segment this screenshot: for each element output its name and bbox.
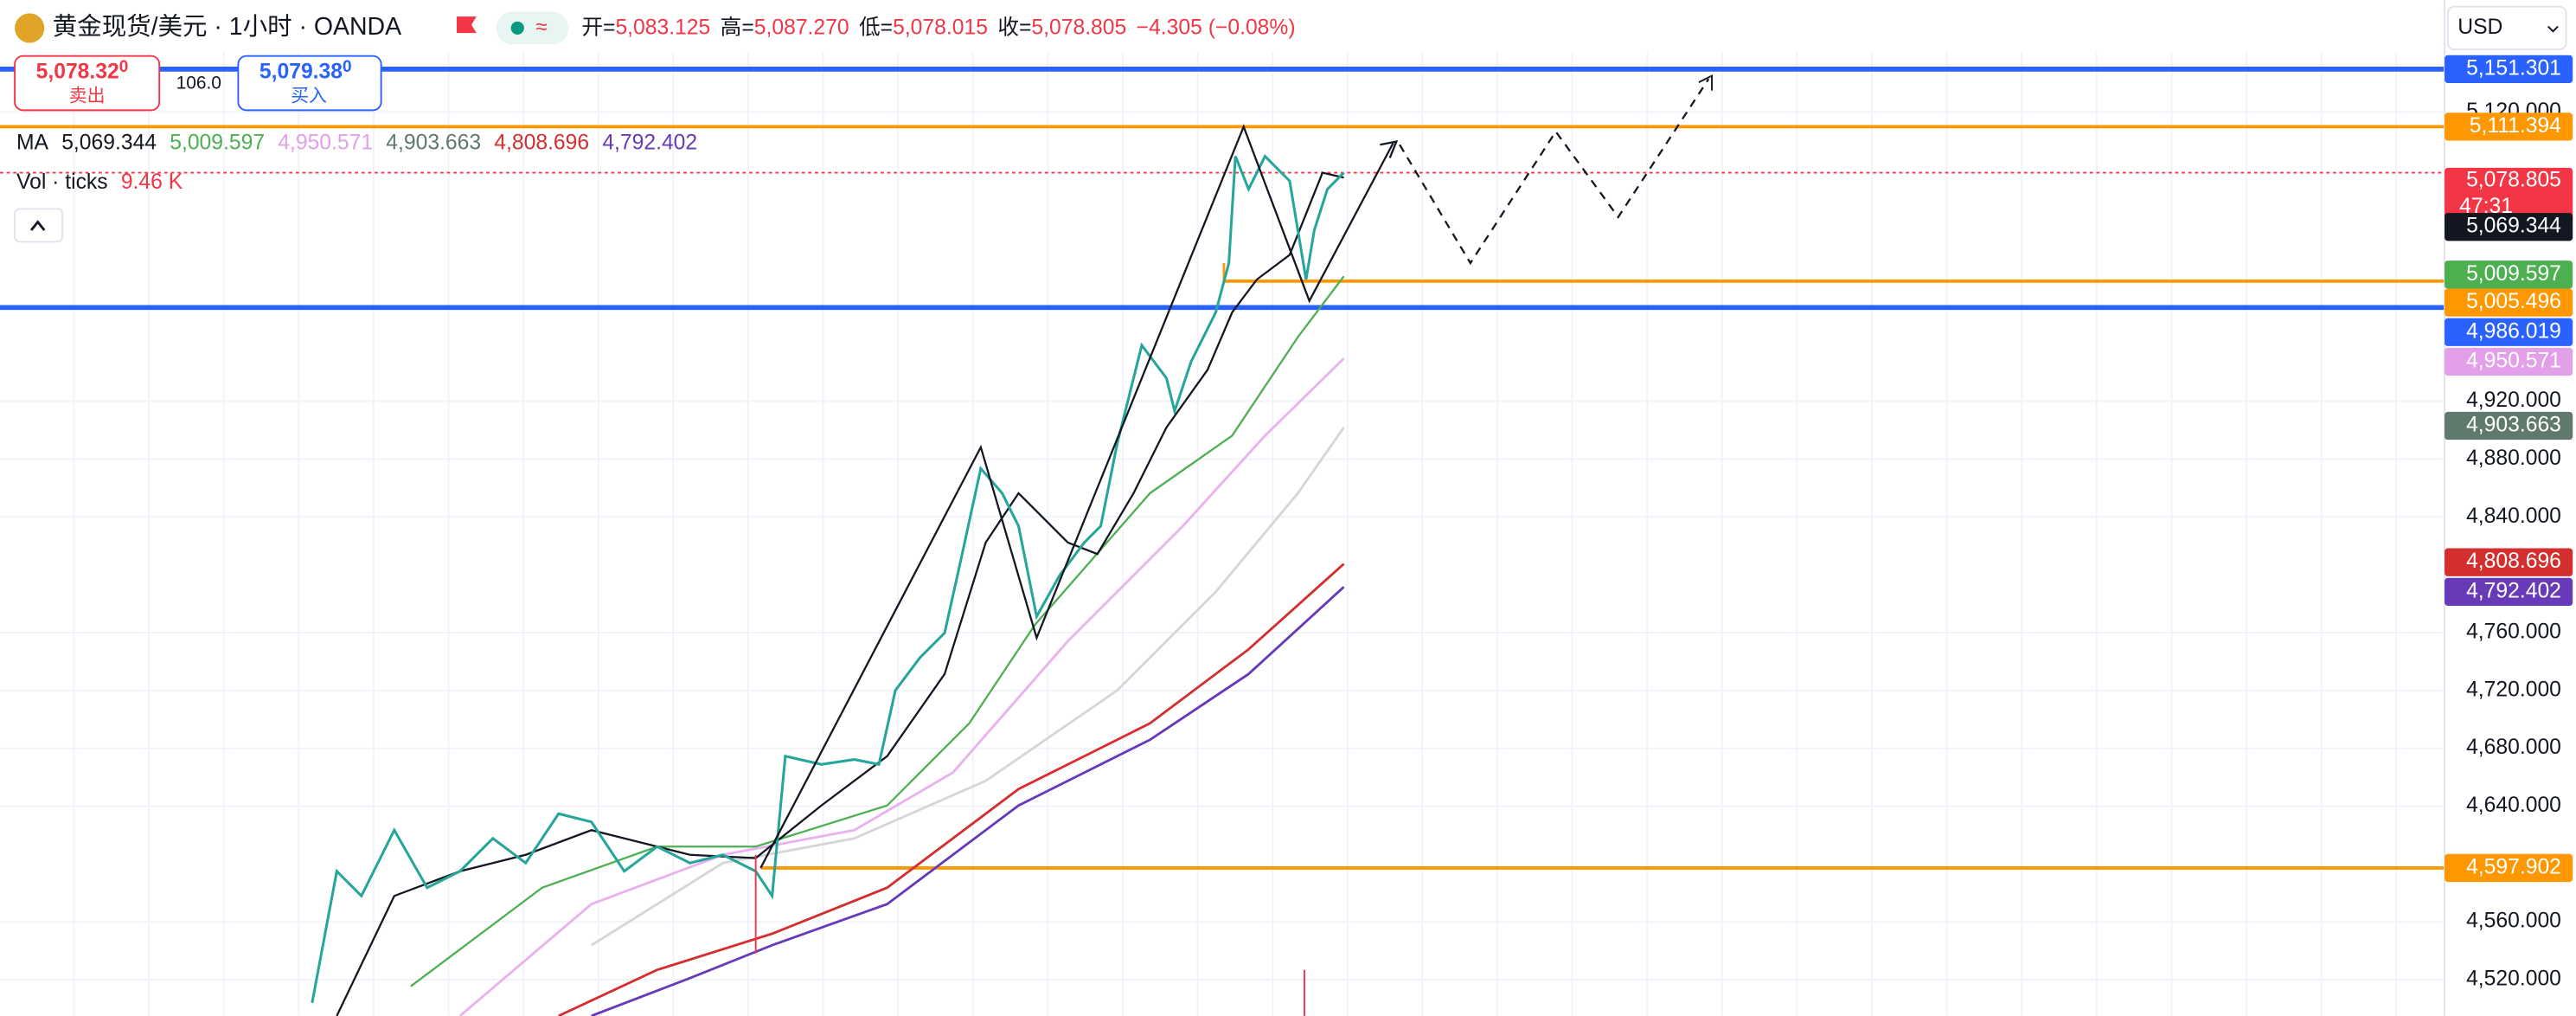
price-label: 4,760.000	[2466, 620, 2561, 643]
price-tag-text: 4,792.402	[2466, 579, 2561, 602]
ma-value: 5,009.597	[170, 131, 265, 154]
ma-line	[336, 171, 1344, 1016]
price-line	[311, 153, 1345, 1003]
ohlc-label: 高=	[721, 15, 754, 39]
ohlc: 开=5,083.125 高=5,087.270 低=5,078.015 收=5,078…	[581, 15, 1295, 39]
ma-value: 5,069.344	[61, 131, 157, 154]
arrow-head	[1380, 139, 1399, 158]
status-pill[interactable]	[496, 11, 569, 45]
ma-value: 4,808.696	[494, 131, 589, 154]
price-tag-text: 5,078.805	[2466, 169, 2561, 192]
dropdown-icon	[2547, 25, 2559, 33]
ohlc-label: 开=	[581, 16, 615, 39]
ohlc-label: 低=	[859, 15, 893, 39]
buy-sup: 0	[343, 58, 352, 76]
currency-select[interactable]	[2446, 5, 2567, 51]
ma-value: 4,950.571	[278, 131, 373, 154]
currency: USD	[2457, 16, 2502, 39]
buy-button[interactable]	[237, 55, 382, 112]
price-tag	[2445, 853, 2573, 883]
delay-icon: ≈	[535, 16, 548, 39]
ma-value: 4,903.663	[386, 131, 481, 154]
price-tag-text: 4,986.019	[2466, 319, 2561, 343]
ma-label: MA	[16, 131, 49, 154]
price-tag-text: 5,009.597	[2466, 262, 2561, 286]
volume-label: Vol · ticks 9.46 K	[16, 170, 183, 193]
symbol[interactable]: 黄金现货/美元 · 1小时 · OANDA	[53, 13, 401, 41]
ohlc-value: 5,083.125	[615, 16, 710, 39]
price-label: 4,880.000	[2466, 447, 2561, 470]
ohlc-value: 5,087.270	[754, 16, 849, 39]
volume-value: 9.46 K	[121, 170, 183, 193]
ohlc-label: 收=	[997, 15, 1031, 39]
zigzag-drawing	[759, 124, 1394, 869]
price-tag	[2445, 167, 2573, 224]
price-tag-text: 5,005.496	[2466, 290, 2561, 313]
price-tag-text: 5,111.394	[2470, 114, 2561, 138]
ohlc-value: 5,078.805	[1031, 16, 1126, 39]
price-tag	[2445, 288, 2573, 317]
sell-label: 卖出	[69, 87, 106, 106]
spread: 106.0	[176, 74, 221, 93]
price-label: 4,520.000	[2466, 968, 2561, 991]
ma-line	[590, 427, 1345, 947]
buy-price: 5,079.38	[260, 60, 343, 83]
market-open-dot	[510, 21, 524, 35]
price-tag-text: 5,151.301	[2466, 56, 2561, 80]
price-tag-text: 4,950.571	[2466, 349, 2561, 372]
ma-line	[410, 275, 1345, 987]
ma-value: 4,792.402	[602, 131, 697, 154]
price-tag	[2445, 548, 2573, 576]
price-tag	[2445, 213, 2573, 241]
sell-sup: 0	[119, 58, 129, 76]
price-label: 4,920.000	[2466, 389, 2561, 412]
sell-price: 5,078.32	[36, 60, 119, 83]
price-label: 4,720.000	[2466, 678, 2561, 701]
price-label: 4,640.000	[2466, 794, 2561, 817]
change: −4.305 (−0.08%)	[1137, 16, 1296, 39]
price-tags: 5,151.3015,111.3945,078.80547:315,069.34…	[2445, 55, 2573, 883]
ma-legend: MA 5,069.344 5,009.597 4,950.571 4,903.663 4,…	[16, 131, 697, 154]
price-tag	[2445, 260, 2573, 289]
volume-label: Vol · ticks	[16, 170, 108, 193]
flag-icon[interactable]	[456, 16, 477, 34]
sell-button[interactable]	[14, 55, 161, 112]
ma-line	[591, 586, 1345, 1016]
price-tag-text: 4,903.663	[2466, 414, 2561, 437]
buy-label: 买入	[291, 87, 327, 106]
price-tag-text: 4,808.696	[2466, 550, 2561, 573]
projection-drawing	[1399, 78, 1710, 266]
sell-price: 5,078.320	[36, 58, 129, 83]
ma-line	[458, 357, 1345, 1016]
price-tag-text: 4,597.902	[2466, 855, 2561, 878]
price-tag	[2445, 113, 2573, 141]
chevron	[29, 220, 46, 231]
price-tag	[2445, 318, 2573, 346]
price-tag-text: 5,069.344	[2466, 215, 2561, 238]
price-label: 4,680.000	[2466, 736, 2561, 759]
price-label: 4,840.000	[2466, 505, 2561, 528]
price-tag	[2445, 411, 2573, 440]
symbol-icon	[15, 13, 45, 43]
price-label: 4,560.000	[2466, 910, 2561, 933]
arrow-head	[1698, 74, 1713, 91]
price-tag	[2445, 577, 2573, 607]
buy-price: 5,079.380	[260, 58, 352, 83]
grid	[0, 52, 2445, 1016]
ma-line	[558, 563, 1345, 1016]
axis-labels: 5,120.0004,920.0004,880.0004,840.0004,76…	[2466, 100, 2561, 991]
ohlc-value: 5,078.015	[893, 16, 988, 39]
header-bg	[0, 0, 2445, 53]
price-tag	[2445, 347, 2573, 376]
collapse-button[interactable]	[14, 208, 64, 243]
price-tag	[2445, 55, 2573, 84]
